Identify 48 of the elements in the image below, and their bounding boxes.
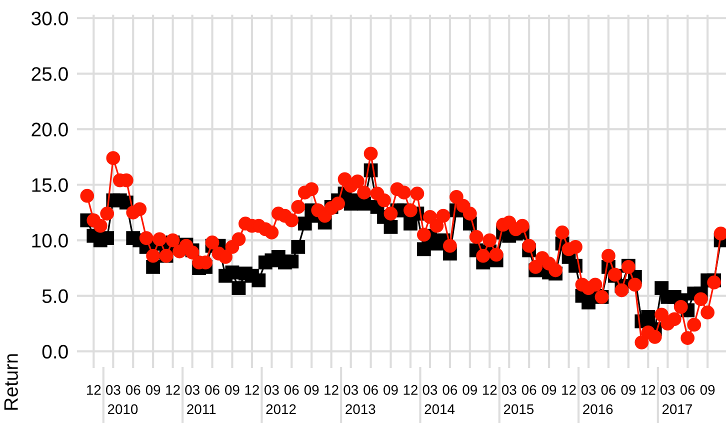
y-tick-label: 5.0 [42,289,68,304]
x-tick-label: 12 [324,385,338,395]
ref-line-label: 2017 [662,404,692,414]
x-tick-label: 09 [542,385,556,395]
ref-line-label: 2014 [424,404,455,414]
x-tick-label: 09 [621,385,636,395]
x-tick-label: 03 [264,385,279,395]
x-tick-label: 12 [641,385,656,395]
x-tick-label: 03 [660,385,675,395]
y-tick-label: 15.0 [32,178,68,192]
y-tick-label: 20.0 [32,122,68,136]
ref-line-label: 2015 [504,404,534,414]
x-tick-label: 06 [680,385,695,395]
x-tick-label: 06 [126,385,140,395]
x-tick-label: 06 [364,385,378,395]
x-tick-label: 12 [86,385,101,395]
x-tick-label: 09 [304,385,319,395]
x-tick-label: 03 [502,385,516,395]
ref-line-label: 2016 [583,404,613,414]
ref-line-label: 2013 [346,404,376,414]
x-tick-label: 12 [245,385,259,395]
x-tick-label: 09 [225,385,240,395]
x-tick-label: 12 [166,385,180,395]
x-tick-label: 12 [562,385,576,395]
x-tick-label: 09 [462,385,477,395]
ref-line-label: 2011 [187,404,216,414]
x-tick-label: 06 [205,385,220,395]
x-tick-label: 03 [344,385,358,395]
x-tick-label: 03 [185,385,200,395]
y-axis-title: Return [4,354,18,410]
x-tick-label: 12 [404,385,418,395]
x-tick-label: 03 [581,385,596,395]
x-tick-label: 03 [106,385,120,395]
y-tick-label: 30.0 [32,12,68,26]
y-tick-label: 10.0 [32,234,68,248]
x-tick-label: 06 [284,385,299,395]
x-tick-label: 06 [522,385,536,395]
y-tick-label: 25.0 [32,67,68,81]
y-tick-label: 0.0 [42,344,68,359]
x-tick-label: 06 [601,385,616,395]
ref-line-label: 2012 [266,404,296,414]
x-tick-label: 09 [384,385,398,395]
x-tick-label: 09 [700,385,715,395]
x-tick-label: 06 [442,385,458,395]
ref-line-label: 2010 [108,404,138,414]
x-tick-label: 09 [146,385,160,395]
x-tick-label: 03 [422,385,438,395]
x-tick-label: 12 [482,385,497,395]
